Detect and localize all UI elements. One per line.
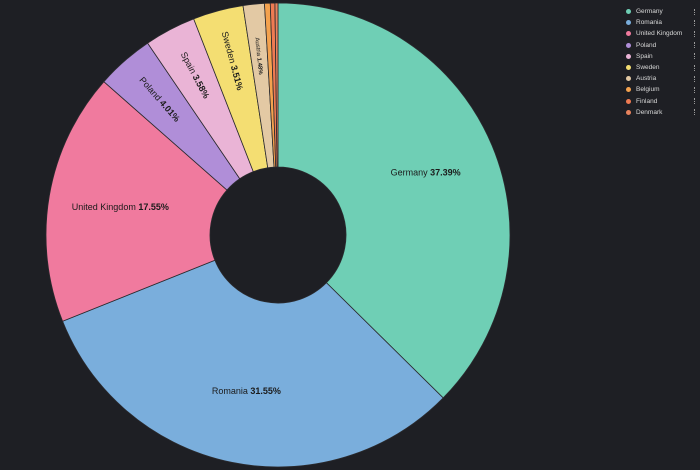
legend-item-poland[interactable]: Poland: [626, 40, 696, 51]
legend-item-sweden[interactable]: Sweden: [626, 62, 696, 73]
legend-swatch: [626, 9, 631, 15]
kebab-menu-icon[interactable]: [694, 8, 696, 15]
legend-swatch: [626, 20, 631, 26]
kebab-menu-icon[interactable]: [694, 53, 696, 60]
slice-denmark[interactable]: [274, 2, 279, 168]
label-united-kingdom: United Kingdom 17.55%: [72, 202, 169, 212]
kebab-menu-icon[interactable]: [694, 98, 696, 105]
slice-germany[interactable]: [277, 2, 511, 399]
kebab-menu-icon[interactable]: [694, 75, 696, 82]
legend-item-belgium[interactable]: Belgium: [626, 84, 696, 95]
legend-swatch: [626, 76, 631, 82]
kebab-menu-icon[interactable]: [694, 19, 696, 26]
legend-item-romania[interactable]: Romania: [626, 17, 696, 28]
legend-label: Poland: [636, 41, 657, 49]
legend-label: Germany: [636, 8, 663, 16]
legend-label: Sweden: [636, 64, 660, 72]
kebab-menu-icon[interactable]: [694, 86, 696, 93]
legend-swatch: [626, 65, 631, 71]
legend-label: Austria: [636, 75, 657, 83]
legend-swatch: [626, 53, 631, 59]
legend-item-spain[interactable]: Spain: [626, 51, 696, 62]
legend-item-germany[interactable]: Germany: [626, 6, 696, 17]
label-germany: Germany 37.39%: [391, 168, 461, 178]
legend-item-austria[interactable]: Austria: [626, 73, 696, 84]
label-romania: Romania 31.55%: [212, 386, 281, 396]
legend-label: Denmark: [636, 108, 663, 116]
kebab-menu-icon[interactable]: [694, 109, 696, 116]
chart-legend: Germany Romania United Kingdom Poland Spain S…: [626, 6, 696, 118]
legend-label: Finland: [636, 97, 658, 105]
label-austria: Austria 1.48%: [254, 37, 264, 75]
kebab-menu-icon[interactable]: [694, 64, 696, 71]
legend-label: Belgium: [636, 86, 660, 94]
legend-item-finland[interactable]: Finland: [626, 96, 696, 107]
kebab-menu-icon[interactable]: [694, 30, 696, 37]
legend-swatch: [626, 87, 631, 93]
legend-label: Spain: [636, 52, 653, 60]
legend-swatch: [626, 98, 631, 104]
legend-label: United Kingdom: [636, 30, 683, 38]
legend-item-denmark[interactable]: Denmark: [626, 107, 696, 118]
legend-item-united-kingdom[interactable]: United Kingdom: [626, 28, 696, 39]
legend-swatch: [626, 31, 631, 37]
slice-romania[interactable]: [62, 259, 444, 468]
kebab-menu-icon[interactable]: [694, 42, 696, 49]
legend-swatch: [626, 109, 631, 115]
legend-swatch: [626, 42, 631, 48]
slice-united-kingdom[interactable]: [45, 81, 228, 322]
legend-label: Romania: [636, 19, 663, 27]
